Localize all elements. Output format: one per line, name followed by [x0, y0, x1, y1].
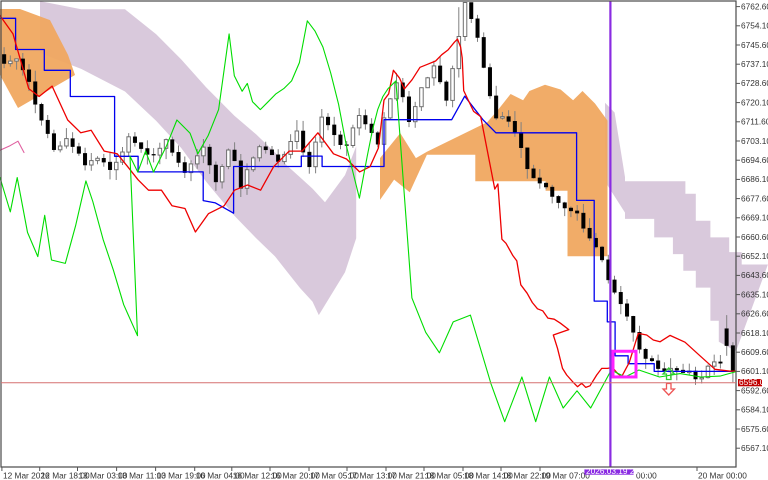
svg-text:6694.60: 6694.60 [741, 155, 768, 165]
svg-text:6762.60: 6762.60 [741, 1, 768, 11]
svg-text:6737.10: 6737.10 [741, 59, 768, 69]
svg-text:19 Mar 07:00: 19 Mar 07:00 [541, 471, 590, 480]
svg-text:6643.60: 6643.60 [741, 270, 768, 280]
svg-text:6703.10: 6703.10 [741, 136, 768, 146]
svg-text:6601.10: 6601.10 [741, 366, 768, 376]
svg-text:6609.60: 6609.60 [741, 347, 768, 357]
svg-text:2026.03.19 22:00: 2026.03.19 22:00 [586, 466, 651, 476]
svg-text:6669.10: 6669.10 [741, 213, 768, 223]
svg-text:6635.10: 6635.10 [741, 289, 768, 299]
svg-text:6660.60: 6660.60 [741, 232, 768, 242]
svg-text:6728.60: 6728.60 [741, 78, 768, 88]
svg-text:6567.10: 6567.10 [741, 443, 768, 453]
svg-text:20 Mar 00:00: 20 Mar 00:00 [698, 471, 747, 480]
svg-text:6618.10: 6618.10 [741, 328, 768, 338]
svg-text:6754.10: 6754.10 [741, 21, 768, 31]
svg-text:6575.60: 6575.60 [741, 424, 768, 434]
svg-text:6584.10: 6584.10 [741, 405, 768, 415]
svg-text:6745.60: 6745.60 [741, 40, 768, 50]
svg-text:6686.10: 6686.10 [741, 174, 768, 184]
svg-text:6720.10: 6720.10 [741, 97, 768, 107]
svg-text:6626.60: 6626.60 [741, 309, 768, 319]
svg-text:6711.60: 6711.60 [741, 117, 768, 127]
svg-text:6677.60: 6677.60 [741, 193, 768, 203]
svg-text:6596.06: 6596.06 [739, 377, 768, 387]
svg-text:6652.10: 6652.10 [741, 251, 768, 261]
